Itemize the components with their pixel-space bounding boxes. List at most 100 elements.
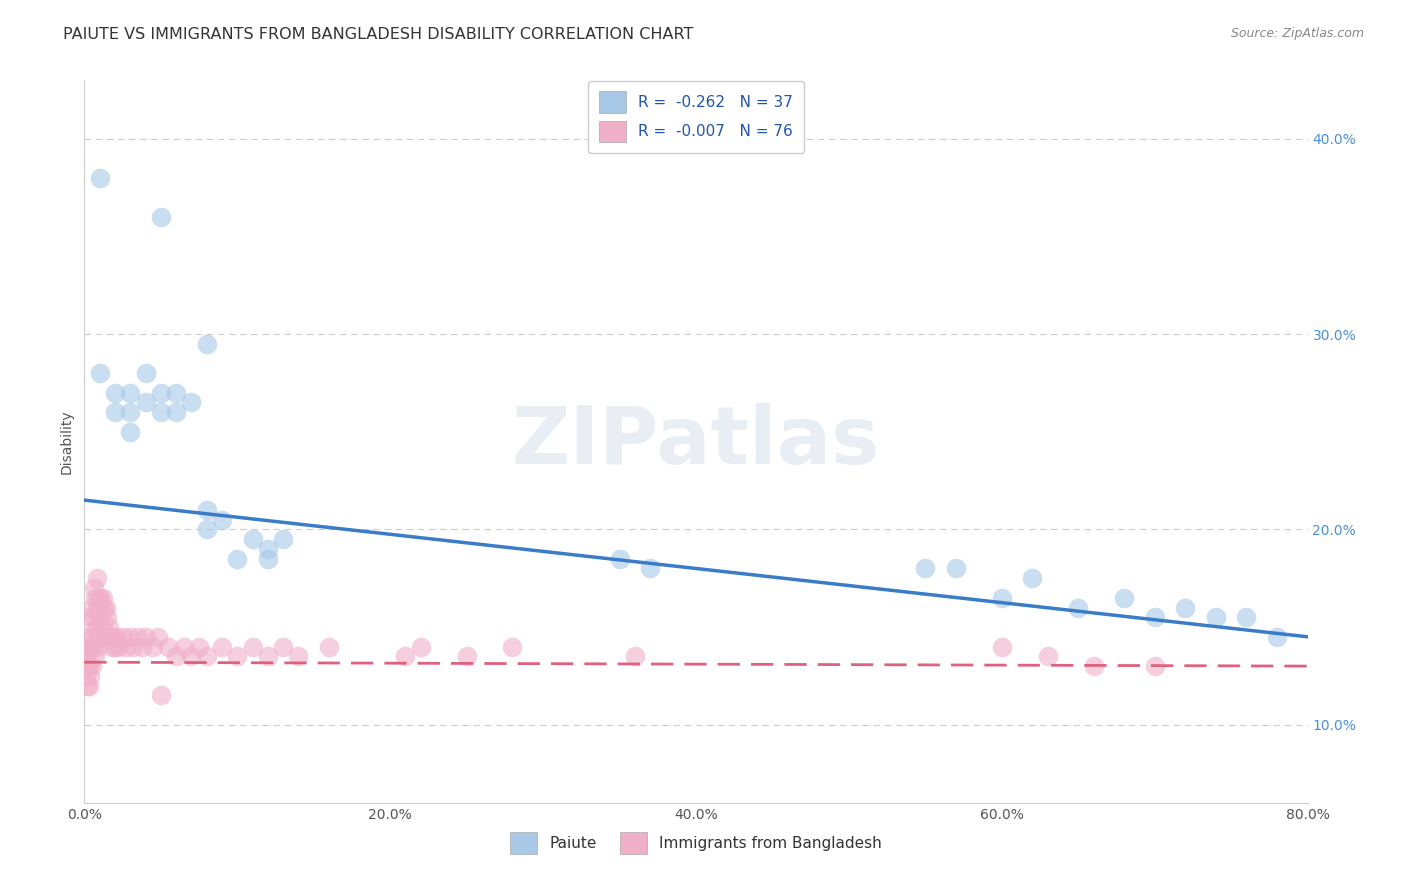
Point [991,591,1014,605]
Point [135,395,157,409]
Point [93,600,115,615]
Text: ZIPatlas: ZIPatlas [512,402,880,481]
Point [89,170,111,185]
Point [120,425,142,439]
Point [97,620,120,634]
Point [149,405,172,419]
Point [991,640,1014,654]
Point [94,600,117,615]
Point [1205,610,1227,624]
Point [131,640,153,654]
Point [89,591,111,605]
Point [456,649,478,664]
Point [93,630,115,644]
Point [149,210,172,224]
Point [80,600,103,615]
Point [104,405,127,419]
Point [318,640,340,654]
Point [83,581,105,595]
Point [242,532,264,546]
Point [1265,630,1288,644]
Legend: Paiute, Immigrants from Bangladesh: Paiute, Immigrants from Bangladesh [503,826,889,860]
Point [120,630,142,644]
Point [105,630,128,644]
Point [195,503,218,517]
Point [271,532,294,546]
Point [127,630,149,644]
Point [1143,659,1166,673]
Point [91,591,114,605]
Point [165,649,187,664]
Point [91,620,114,634]
Point [80,659,103,673]
Point [1021,571,1043,585]
Point [945,561,967,575]
Point [609,551,631,566]
Point [1143,610,1166,624]
Point [211,640,233,654]
Y-axis label: Disability: Disability [59,409,73,474]
Point [135,630,157,644]
Point [1174,600,1197,615]
Point [165,385,187,400]
Point [173,640,195,654]
Point [149,385,172,400]
Point [87,620,110,634]
Point [188,640,211,654]
Point [1067,600,1090,615]
Point [1036,649,1059,664]
Point [80,630,103,644]
Point [1083,659,1105,673]
Point [180,395,202,409]
Point [114,640,136,654]
Point [271,640,294,654]
Point [86,630,108,644]
Point [122,640,145,654]
Point [638,561,661,575]
Point [146,630,169,644]
Point [195,523,218,537]
Point [1114,591,1136,605]
Point [79,669,101,683]
Point [87,640,110,654]
Point [257,541,280,556]
Point [409,640,432,654]
Point [83,640,105,654]
Point [257,551,280,566]
Point [94,630,117,644]
Point [90,630,112,644]
Point [84,620,107,634]
Point [195,337,218,351]
Point [103,630,125,644]
Point [180,649,202,664]
Point [89,366,111,380]
Point [149,689,172,703]
Point [98,630,121,644]
Point [135,366,157,380]
Point [120,385,142,400]
Point [75,649,97,664]
Point [101,640,124,654]
Point [195,649,218,664]
Point [76,630,98,644]
Point [111,630,134,644]
Point [75,669,97,683]
Point [394,649,416,664]
Point [1236,610,1258,624]
Point [104,385,127,400]
Point [142,640,165,654]
Point [502,640,524,654]
Point [96,610,118,624]
Point [83,610,105,624]
Point [257,649,280,664]
Point [287,649,309,664]
Point [226,551,249,566]
Text: PAIUTE VS IMMIGRANTS FROM BANGLADESH DISABILITY CORRELATION CHART: PAIUTE VS IMMIGRANTS FROM BANGLADESH DIS… [63,27,693,42]
Point [157,640,180,654]
Point [86,571,108,585]
Point [77,679,100,693]
Point [165,405,187,419]
Point [87,591,110,605]
Point [914,561,936,575]
Point [90,600,112,615]
